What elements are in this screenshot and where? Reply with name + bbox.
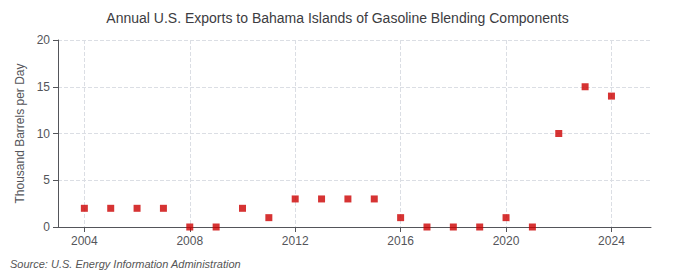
svg-text:5: 5 (43, 173, 50, 187)
svg-text:2020: 2020 (493, 234, 520, 248)
svg-text:20: 20 (37, 33, 51, 47)
svg-text:Source: U.S. Energy Informatio: Source: U.S. Energy Information Administ… (10, 258, 241, 270)
svg-text:0: 0 (43, 220, 50, 234)
svg-text:2008: 2008 (176, 234, 203, 248)
svg-text:Thousand Barrels per Day: Thousand Barrels per Day (13, 63, 27, 203)
svg-text:Annual U.S. Exports to Bahama: Annual U.S. Exports to Bahama Islands of… (106, 10, 568, 26)
svg-text:2016: 2016 (387, 234, 414, 248)
svg-text:15: 15 (37, 80, 51, 94)
svg-text:10: 10 (37, 127, 51, 141)
svg-text:2024: 2024 (598, 234, 625, 248)
svg-text:2004: 2004 (71, 234, 98, 248)
svg-text:2012: 2012 (282, 234, 309, 248)
